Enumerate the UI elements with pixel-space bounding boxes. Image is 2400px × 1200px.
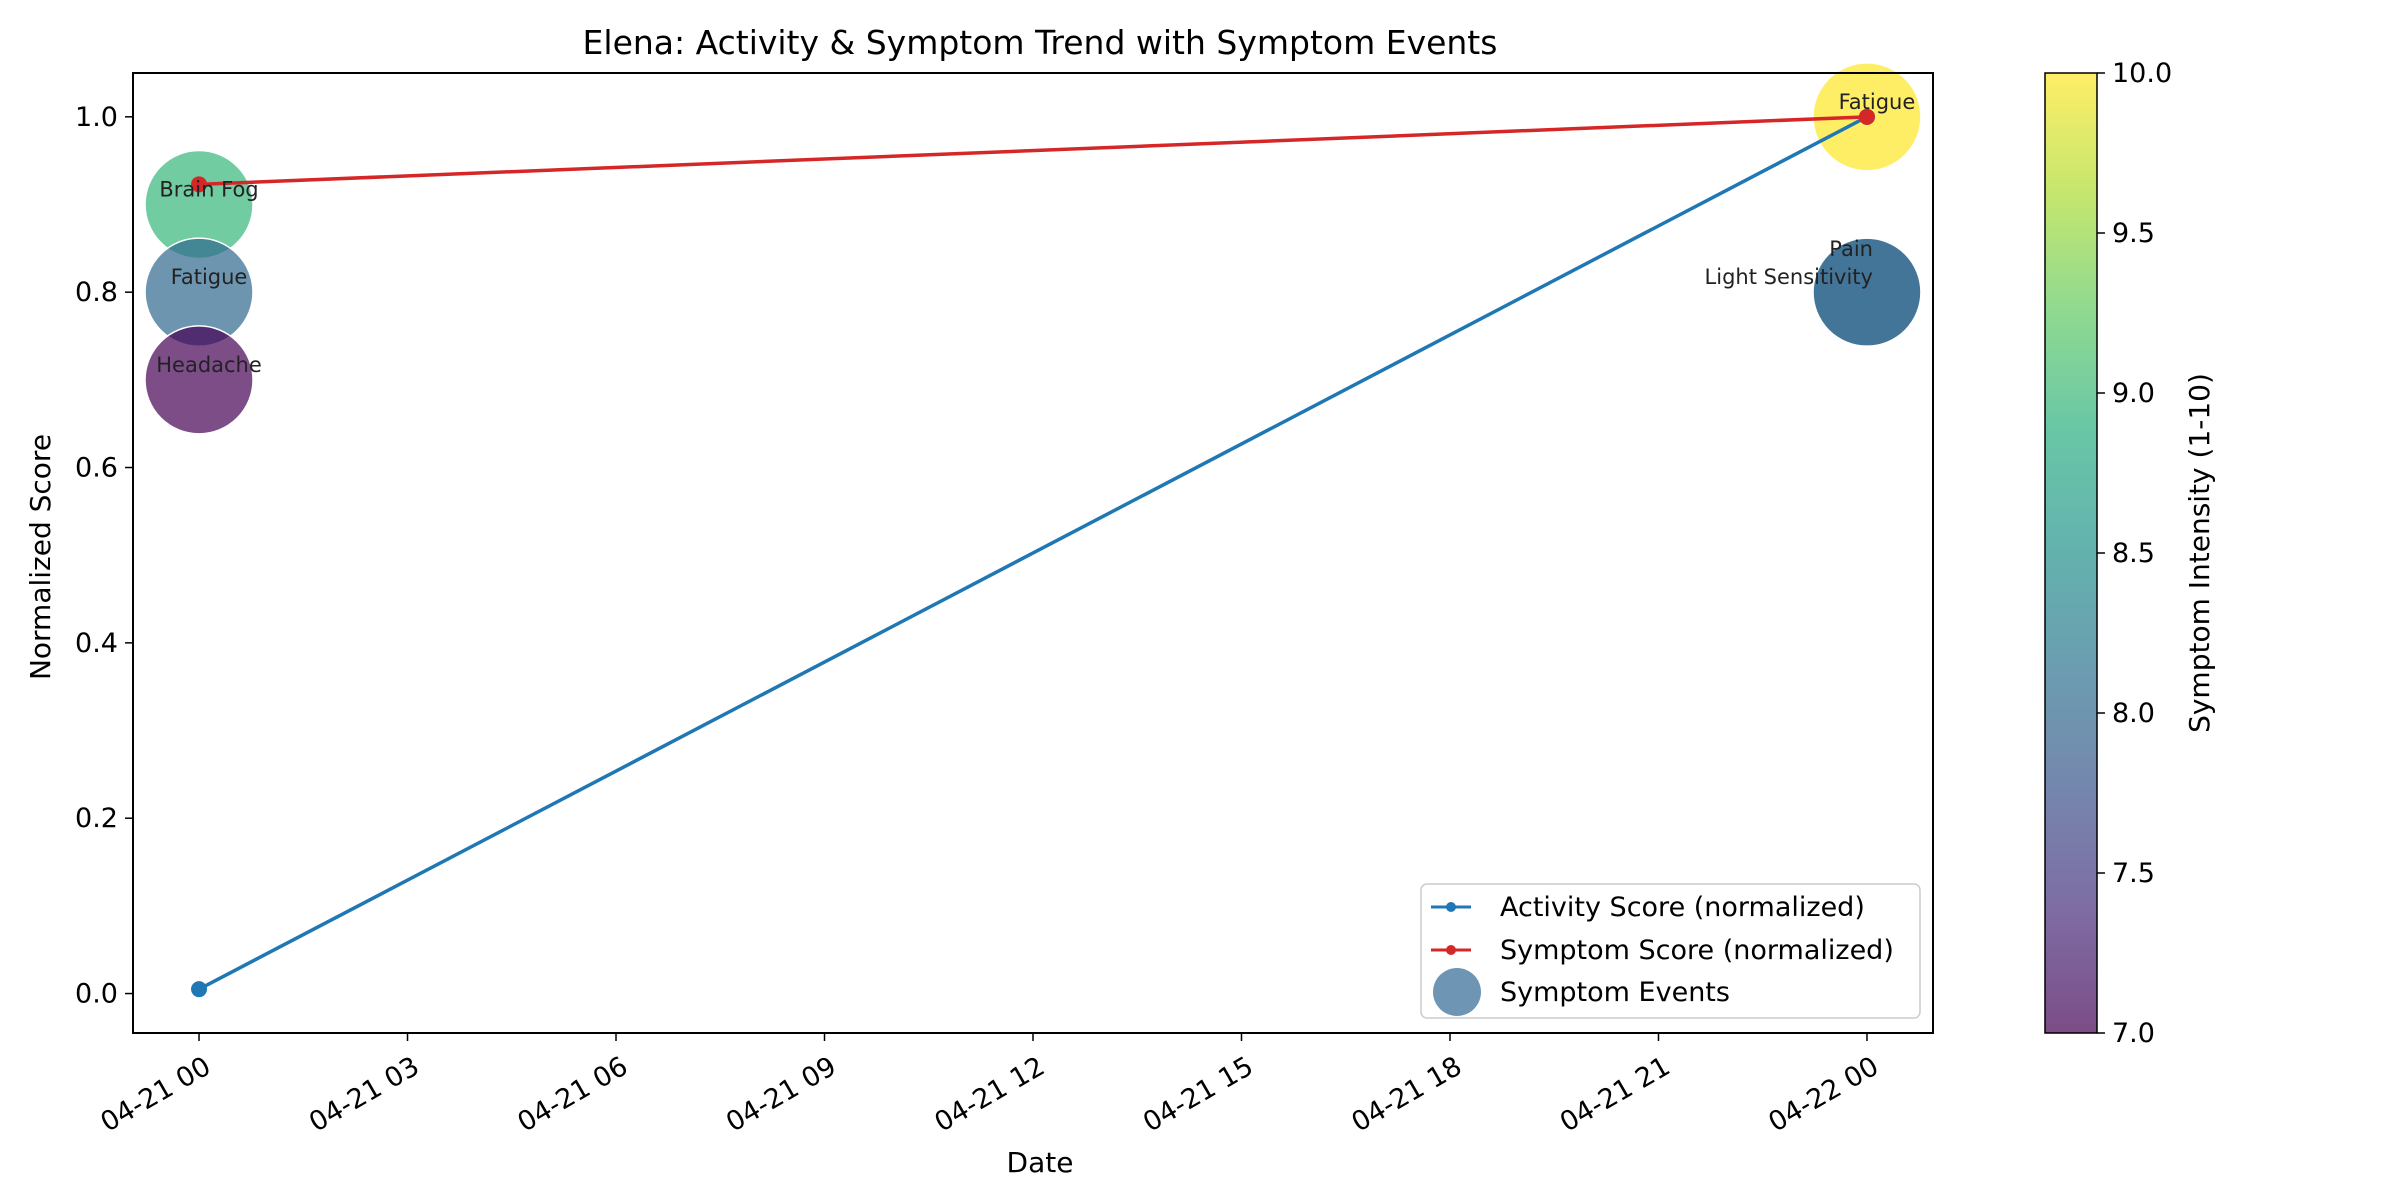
colorbar-gradient — [2045, 73, 2097, 1033]
colorbar-ticks: 7.0 7.5 8.0 8.5 9.0 9.5 10.0 — [2097, 58, 2172, 1049]
symptom-event-bubble-5 — [1812, 237, 1922, 347]
symptom-event-label-3: Fatigue — [1839, 90, 1916, 114]
colorbar: 7.0 7.5 8.0 8.5 9.0 9.5 10.0 Symptom Intensity… — [2044, 58, 2216, 1049]
colorbar-tick-label-0: 7.0 — [2112, 1018, 2155, 1049]
y-tick-label-3: 0.6 — [75, 453, 118, 484]
y-axis-label: Normalized Score — [24, 434, 57, 680]
legend-activity-label: Activity Score (normalized) — [1500, 892, 1865, 923]
x-tick-label-5: 04-21 15 — [1138, 1051, 1259, 1139]
x-tick-label-0: 04-21 00 — [95, 1051, 216, 1139]
symptom-event-label-0: Brain Fog — [159, 178, 258, 202]
series-0-point-0 — [191, 981, 208, 998]
series-1-point-1 — [1858, 108, 1875, 125]
colorbar-tick-label-6: 10.0 — [2112, 58, 2172, 89]
legend-symptom-label: Symptom Score (normalized) — [1500, 935, 1894, 966]
x-tick-label-1: 04-21 03 — [304, 1051, 425, 1139]
colorbar-tick-label-1: 7.5 — [2112, 858, 2155, 889]
colorbar-tick-label-3: 8.5 — [2112, 538, 2155, 569]
x-tick-label-3: 04-21 09 — [721, 1051, 842, 1139]
x-tick-label-8: 04-22 00 — [1763, 1051, 1884, 1139]
symptom-event-label-5: Light Sensitivity — [1705, 265, 1873, 289]
colorbar-tick-label-5: 9.5 — [2112, 218, 2155, 249]
colorbar-label: Symptom Intensity (1-10) — [2183, 373, 2216, 733]
x-tick-label-4: 04-21 12 — [929, 1051, 1050, 1139]
series-line-1 — [198, 115, 1868, 187]
series-line-0 — [198, 115, 1868, 991]
x-tick-label-6: 04-21 18 — [1346, 1051, 1467, 1139]
series-1-point-0 — [191, 176, 208, 193]
legend-activity-marker — [1446, 902, 1456, 912]
y-tick-label-5: 1.0 — [75, 102, 118, 133]
symptom-event-label-1: Fatigue — [171, 265, 248, 289]
y-tick-label-0: 0.0 — [75, 979, 118, 1010]
x-tick-label-7: 04-21 21 — [1555, 1051, 1676, 1139]
y-tick-label-2: 0.4 — [75, 628, 118, 659]
colorbar-tick-label-2: 8.0 — [2112, 698, 2155, 729]
symptom-event-label-4: Pain — [1829, 237, 1873, 261]
y-tick-label-1: 0.2 — [75, 803, 118, 834]
chart-title: Elena: Activity & Symptom Trend with Sym… — [583, 23, 1498, 62]
legend-events-marker — [1433, 968, 1481, 1016]
legend: Activity Score (normalized) Symptom Scor… — [1420, 883, 1921, 1019]
legend-symptom-marker — [1446, 945, 1456, 955]
legend-events-label: Symptom Events — [1500, 977, 1730, 1008]
symptom-event-label-2: Headache — [156, 353, 262, 377]
colorbar-tick-label-4: 9.0 — [2112, 378, 2155, 409]
x-tick-label-2: 04-21 06 — [512, 1051, 633, 1139]
x-axis-label: Date — [1007, 1146, 1074, 1179]
symptom-event-bubble-2 — [144, 325, 254, 435]
legend-frame — [1420, 883, 1921, 1019]
y-tick-label-4: 0.8 — [75, 277, 118, 308]
